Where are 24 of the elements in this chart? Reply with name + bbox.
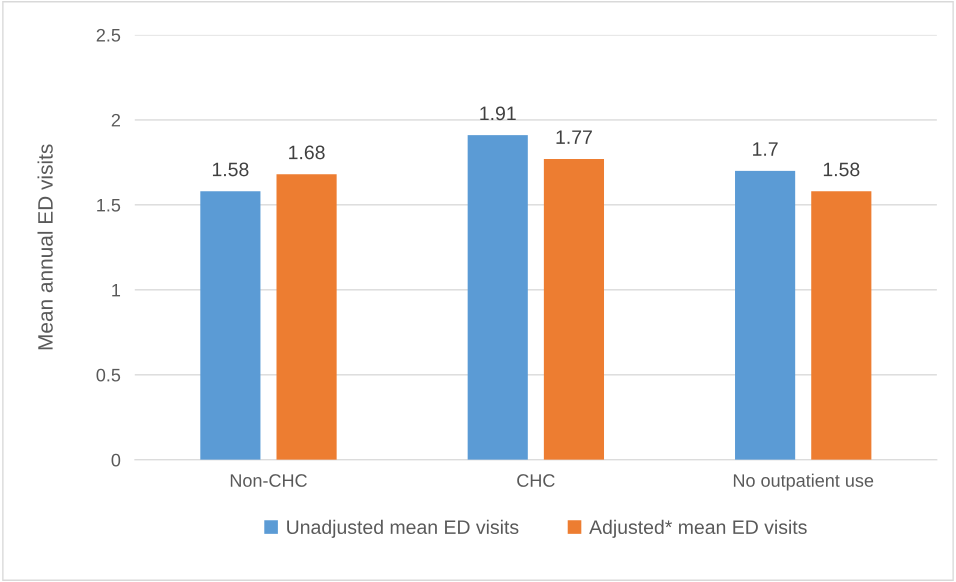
data-label: 1.68 <box>289 146 325 160</box>
bar <box>811 191 872 460</box>
x-tick-label: Non-CHC <box>230 474 307 487</box>
x-tick-label: No outpatient use <box>734 474 874 490</box>
legend-label: Adjusted* mean ED visits <box>589 520 807 538</box>
x-tick-label: CHC <box>517 474 555 487</box>
y-tick-label: 0 <box>112 454 120 466</box>
data-label: 1.91 <box>480 106 516 120</box>
data-label: 1.58 <box>824 162 860 176</box>
data-label: 1.7 <box>753 142 778 156</box>
bar <box>544 158 604 460</box>
bar <box>735 170 796 460</box>
y-tick-label: 2 <box>112 114 120 126</box>
bar <box>468 135 528 460</box>
bar <box>200 191 260 460</box>
data-label: 1.58 <box>212 162 248 176</box>
legend-label: Unadjusted mean ED visits <box>287 520 518 538</box>
bar <box>276 174 337 460</box>
y-tick-label: 0.5 <box>96 368 120 382</box>
data-label: 1.77 <box>556 130 592 144</box>
y-tick-label: 1 <box>112 284 120 296</box>
y-tick-label: 2.5 <box>96 28 120 42</box>
y-axis-title: Mean annual ED visits <box>38 144 53 350</box>
y-tick-label: 1.5 <box>97 198 120 212</box>
